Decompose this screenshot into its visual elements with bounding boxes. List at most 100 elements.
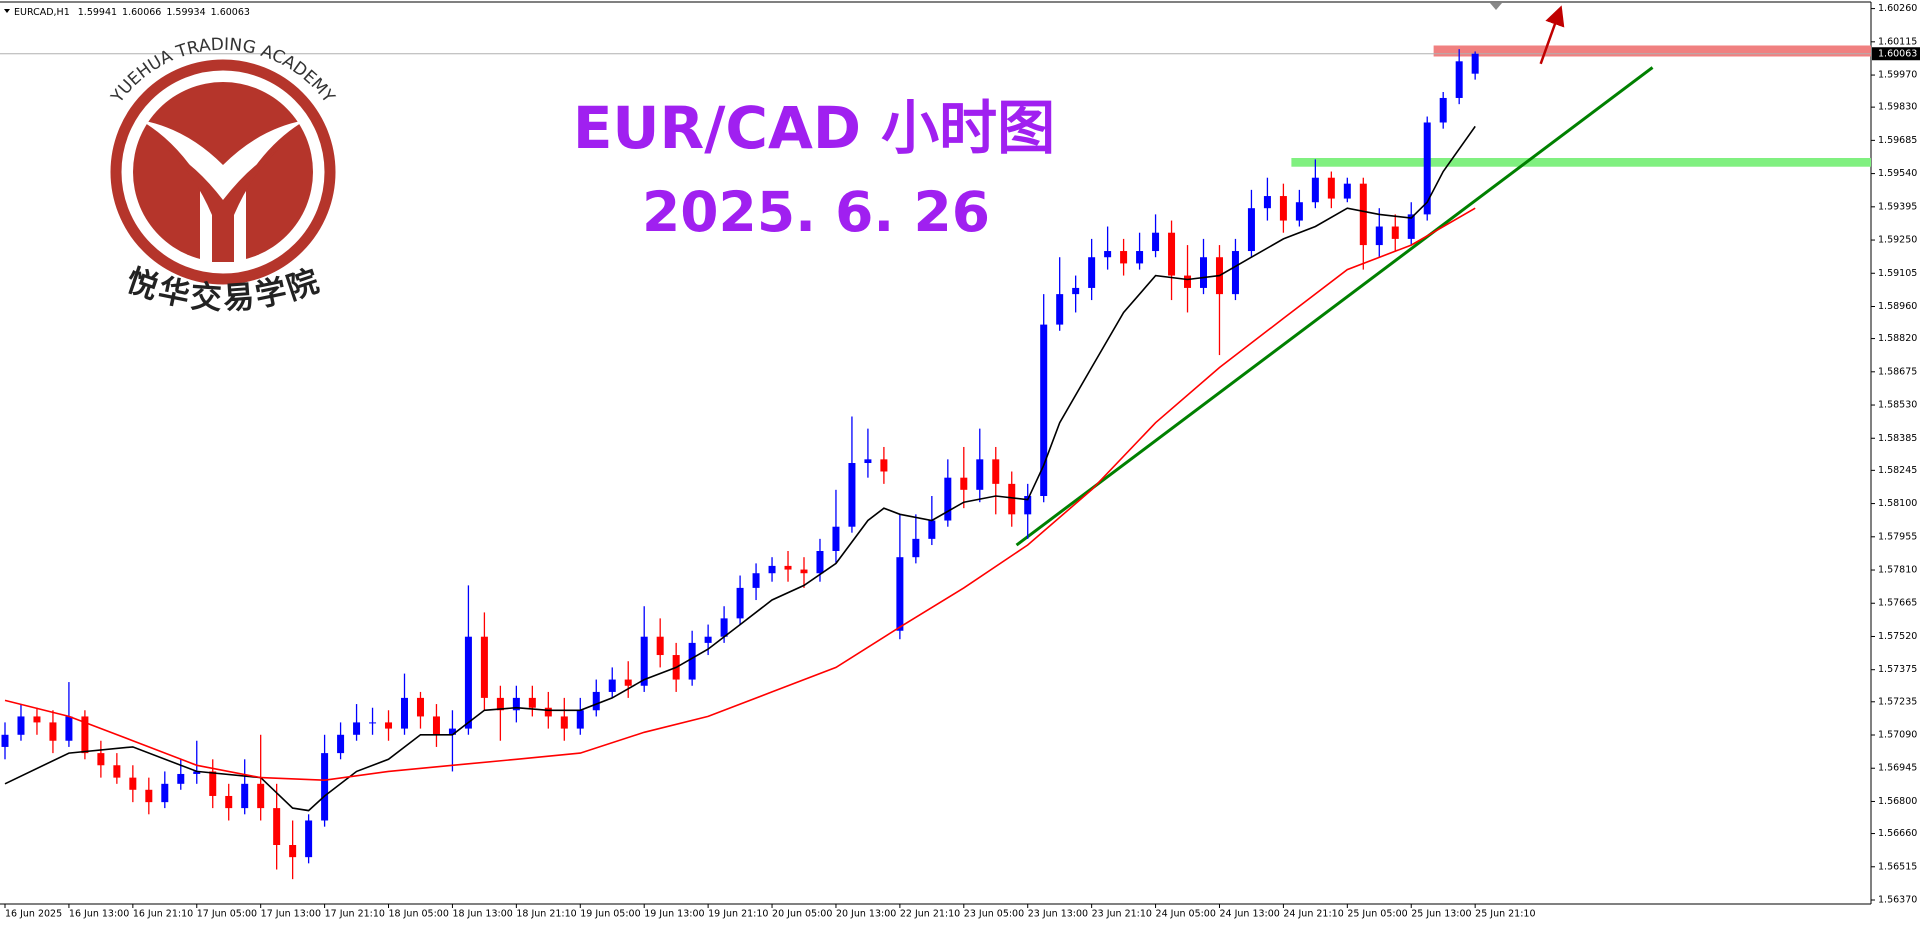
candle-body xyxy=(592,691,600,711)
candle-body xyxy=(848,463,856,527)
candle-body xyxy=(1375,226,1383,246)
y-tick-label: 1.57520 xyxy=(1878,631,1917,642)
x-tick-label: 25 Jun 21:10 xyxy=(1475,909,1535,920)
candle-body xyxy=(992,459,1000,484)
candle-body xyxy=(1311,177,1319,203)
y-tick-label: 1.56945 xyxy=(1878,763,1917,774)
candle-body xyxy=(880,459,888,472)
y-tick-label: 1.58245 xyxy=(1878,465,1917,476)
candle-body xyxy=(177,773,185,784)
y-tick-label: 1.57235 xyxy=(1878,696,1917,707)
candle-body xyxy=(816,551,824,574)
candle-body xyxy=(512,697,520,711)
y-tick-label: 1.58530 xyxy=(1878,400,1917,411)
candle-body xyxy=(1088,257,1096,288)
candle-body xyxy=(736,587,744,619)
candle-body xyxy=(1072,287,1080,295)
y-tick-label: 1.59830 xyxy=(1878,102,1917,113)
y-tick-label: 1.57375 xyxy=(1878,664,1917,675)
x-tick-label: 23 Jun 21:10 xyxy=(1092,909,1152,920)
candle-body xyxy=(1008,483,1016,515)
logo-ring xyxy=(110,59,336,285)
candle-body xyxy=(1152,232,1160,252)
candle-body xyxy=(81,716,89,754)
shift-marker xyxy=(1490,3,1502,10)
y-tick-label: 1.59105 xyxy=(1878,268,1917,279)
candle-body xyxy=(1343,183,1351,199)
x-tick-label: 17 Jun 05:00 xyxy=(197,909,257,920)
candle-body xyxy=(784,565,792,570)
candle-body xyxy=(1359,183,1367,246)
moving-average xyxy=(4,125,1476,812)
trendline xyxy=(1015,66,1654,547)
candle-body xyxy=(193,771,201,774)
candle-body xyxy=(97,753,105,766)
candle-body xyxy=(385,722,393,729)
x-tick-label: 20 Jun 05:00 xyxy=(772,909,832,920)
y-tick-label: 1.57810 xyxy=(1878,565,1917,576)
y-tick-label: 1.59685 xyxy=(1878,135,1917,146)
title: EUR/CAD 小时图 xyxy=(573,94,1055,162)
x-tick-label: 18 Jun 05:00 xyxy=(389,909,449,920)
candle-body xyxy=(704,636,712,643)
candle-body xyxy=(496,697,504,711)
candle-body xyxy=(768,565,776,574)
candle-body xyxy=(944,477,952,521)
candle-body xyxy=(33,716,41,723)
candle-body xyxy=(337,734,345,754)
candle-body xyxy=(1184,275,1192,288)
open: 1.59941 xyxy=(78,7,117,18)
candle-body xyxy=(1247,208,1255,252)
candle-body xyxy=(720,618,728,637)
candle-body xyxy=(656,636,664,656)
candle-body xyxy=(528,697,536,708)
candle-body xyxy=(1455,61,1463,98)
candle-body xyxy=(976,459,984,490)
y-tick-label: 1.56515 xyxy=(1878,861,1917,872)
y-tick-label: 1.58100 xyxy=(1878,498,1917,509)
candle-body xyxy=(65,716,73,741)
x-tick-label: 18 Jun 21:10 xyxy=(516,909,576,920)
candle-body xyxy=(1104,251,1112,258)
candle-body xyxy=(273,808,281,846)
y-tick-label: 1.57090 xyxy=(1878,730,1917,741)
x-tick-label: 24 Jun 05:00 xyxy=(1156,909,1216,920)
header: EURCAD,H1 1.59941 1.60066 1.59934 1.60063 xyxy=(14,7,250,18)
x-tick-label: 19 Jun 05:00 xyxy=(580,909,640,920)
x-tick-label: 20 Jun 13:00 xyxy=(836,909,896,920)
candle-body xyxy=(1263,196,1271,209)
candle-body xyxy=(640,636,648,686)
current-price-box xyxy=(1872,47,1920,61)
candle-body xyxy=(432,716,440,735)
candle-body xyxy=(161,783,169,803)
logo-y-inner xyxy=(168,150,278,262)
candle-body xyxy=(1423,122,1431,215)
x-tick-label: 17 Jun 13:00 xyxy=(261,909,321,920)
candle-body xyxy=(1120,251,1128,264)
candle-body xyxy=(1407,214,1415,239)
y-tick-label: 1.59395 xyxy=(1878,201,1917,212)
y-tick-label: 1.58820 xyxy=(1878,333,1917,344)
x-tick-label: 16 Jun 2025 xyxy=(5,909,62,920)
candle-body xyxy=(1279,196,1287,221)
x-tick-label: 17 Jun 21:10 xyxy=(325,909,385,920)
candle-body xyxy=(129,777,137,790)
candle-body xyxy=(896,557,904,631)
y-tick-label: 1.58385 xyxy=(1878,433,1917,444)
logo-y xyxy=(140,120,306,268)
candle-body xyxy=(1327,177,1335,199)
x-tick-label: 18 Jun 13:00 xyxy=(452,909,512,920)
candle-body xyxy=(960,477,968,490)
candle-body xyxy=(752,573,760,588)
candle-body xyxy=(1136,251,1144,264)
candle-body xyxy=(1040,324,1048,497)
y-tick-label: 1.59540 xyxy=(1878,168,1917,179)
y-tick-label: 1.60260 xyxy=(1878,3,1917,14)
candle-body xyxy=(401,697,408,729)
y-tick-label: 1.60115 xyxy=(1878,36,1917,47)
candle-body xyxy=(448,728,456,735)
high: 1.60066 xyxy=(122,7,161,18)
